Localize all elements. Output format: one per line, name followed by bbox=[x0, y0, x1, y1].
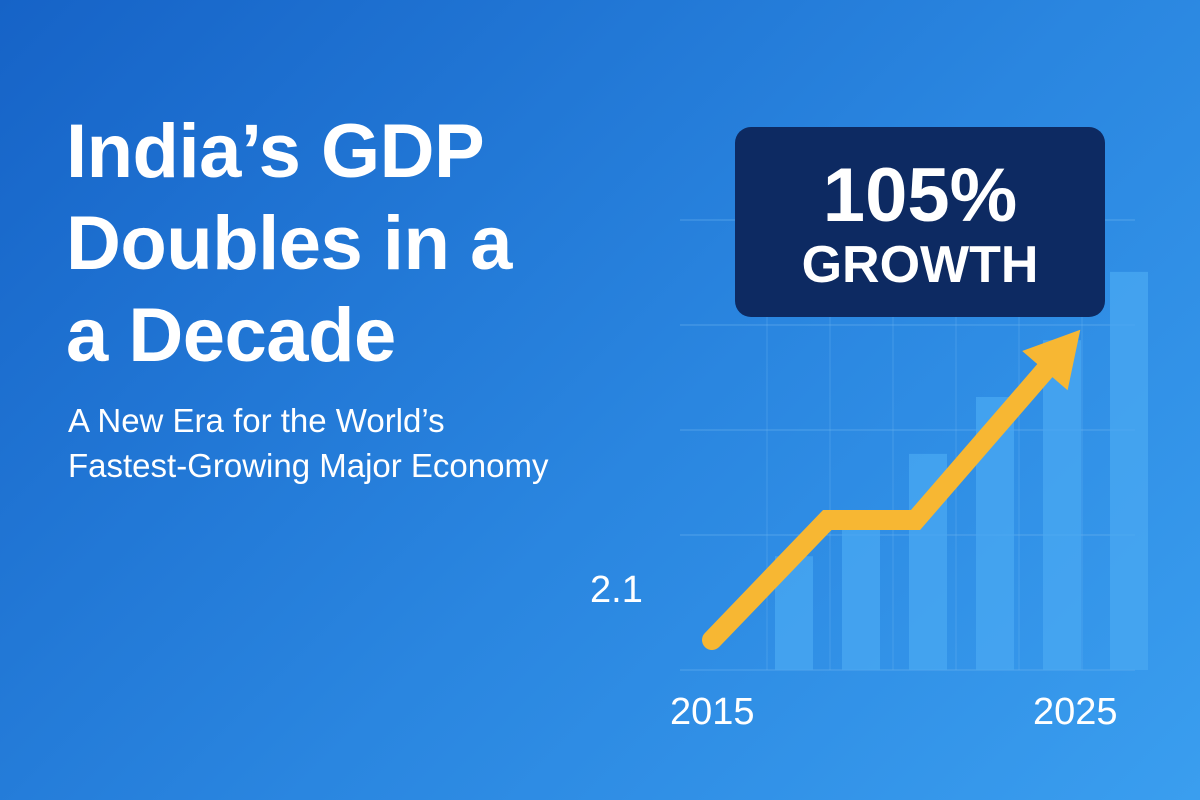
x-tick-label-end: 2025 bbox=[1033, 691, 1118, 733]
subheadline: A New Era for the World’s Fastest-Growin… bbox=[68, 398, 708, 488]
chart-trend bbox=[702, 329, 1081, 650]
trend-line bbox=[702, 360, 1055, 650]
bar-5 bbox=[1043, 340, 1081, 670]
headline-line-2: Doubles in a bbox=[66, 201, 512, 286]
bar-2 bbox=[842, 522, 880, 670]
trend-arrow-head-icon bbox=[1022, 329, 1081, 391]
growth-value: 105% bbox=[822, 153, 1018, 238]
headline-line-3: a Decade bbox=[66, 293, 396, 378]
growth-label: GROWTH bbox=[801, 236, 1039, 294]
subheadline-line-1: A New Era for the World’s bbox=[68, 402, 445, 439]
x-tick-label-start: 2015 bbox=[670, 691, 755, 733]
headline-line-1: India’s GDP bbox=[66, 109, 485, 194]
headline: India’s GDP Doubles in a a Decade bbox=[66, 106, 686, 382]
bar-6 bbox=[1110, 271, 1148, 670]
subheadline-line-2: Fastest-Growing Major Economy bbox=[68, 447, 549, 484]
growth-callout: 105% GROWTH bbox=[735, 127, 1105, 317]
y-value-label: 2.1 bbox=[590, 569, 643, 611]
